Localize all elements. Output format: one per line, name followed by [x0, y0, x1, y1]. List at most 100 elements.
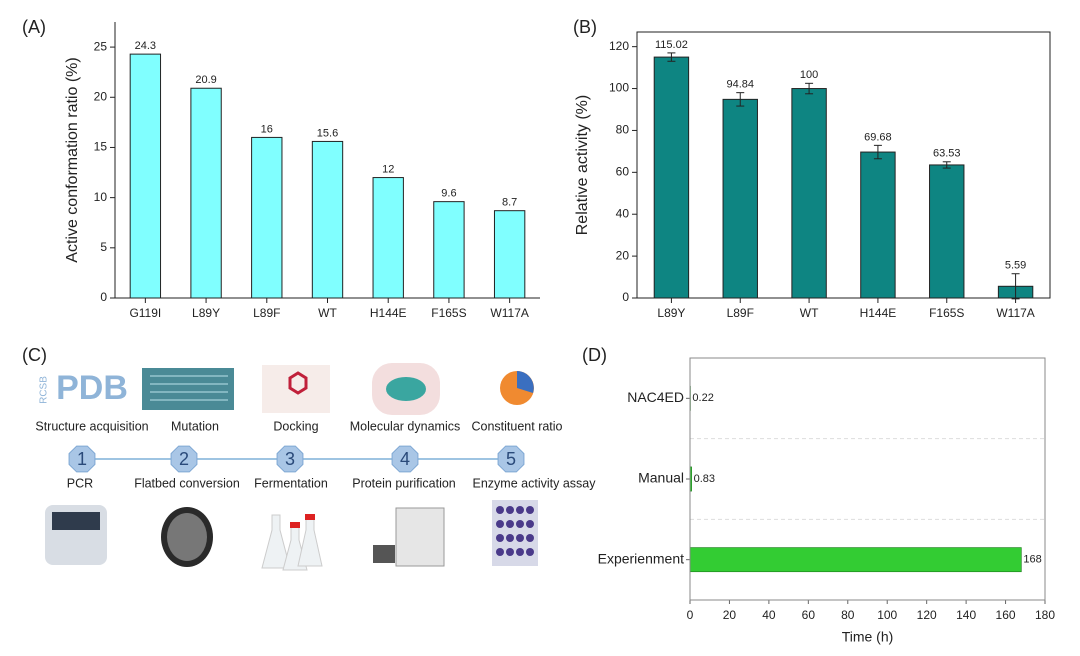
bar [689, 547, 1022, 573]
step-number: 1 [77, 449, 87, 469]
x-tick-label: 180 [1035, 608, 1055, 622]
panel-label: (D) [582, 345, 607, 365]
x-tick-label: 40 [762, 608, 776, 622]
bar [722, 98, 758, 299]
panel-label: (B) [573, 17, 597, 37]
value-label: 5.59 [1005, 260, 1026, 272]
step-number: 5 [506, 449, 516, 469]
y-tick-label: 80 [616, 123, 630, 137]
bar [493, 210, 526, 299]
bar [190, 87, 222, 299]
ratio-icon-slice [517, 371, 534, 393]
sequence-image [142, 368, 234, 410]
bar [860, 151, 896, 299]
step-badge [497, 445, 525, 473]
wells [496, 506, 534, 556]
value-label: 16 [261, 123, 273, 135]
y-tick-label: 25 [94, 39, 108, 53]
y-tick-label: 20 [94, 89, 108, 103]
y-tick-label: 40 [616, 206, 630, 220]
bar [929, 164, 965, 299]
step-label: Docking [273, 419, 318, 433]
y-tick-label: Manual [638, 470, 684, 486]
x-tick-label: L89F [253, 306, 280, 320]
y-tick-label: 20 [616, 248, 630, 262]
value-label: 168 [1023, 554, 1041, 566]
value-label: 0.83 [694, 473, 715, 485]
x-tick-label: W117A [996, 306, 1034, 320]
y-tick-label: 0 [622, 290, 629, 304]
panel-label: (C) [22, 345, 47, 365]
y-tick-label: Experienment [598, 550, 684, 566]
step-number: 4 [400, 449, 410, 469]
step-badge [276, 445, 304, 473]
value-label: 9.6 [441, 188, 456, 200]
x-tick-label: 80 [841, 608, 855, 622]
value-label: 12 [382, 163, 394, 175]
x-tick-label: WT [318, 306, 337, 320]
value-label: 69.68 [864, 131, 892, 143]
y-tick-label: 5 [100, 240, 107, 254]
step-badge [68, 445, 96, 473]
step-badge [391, 445, 419, 473]
y-tick-label: 60 [616, 165, 630, 179]
value-label: 20.9 [195, 74, 216, 86]
x-tick-label: 160 [996, 608, 1016, 622]
value-label: 100 [800, 69, 818, 81]
step-label: Enzyme activity assay [473, 476, 597, 490]
x-axis-label: Time (h) [842, 629, 894, 645]
bar [251, 136, 283, 299]
flask-cap [290, 522, 300, 528]
x-tick-label: 120 [917, 608, 937, 622]
step-label: Constituent ratio [471, 419, 562, 433]
step-badge [170, 445, 198, 473]
x-tick-label: F165S [929, 306, 964, 320]
y-axis-label: Relative activity (%) [574, 95, 591, 235]
plate-inner [167, 513, 207, 561]
workflow-art [45, 363, 538, 571]
bar [129, 53, 162, 299]
x-tick-label: 60 [802, 608, 816, 622]
step-label: Structure acquisition [35, 419, 148, 433]
step-label: Mutation [171, 419, 219, 433]
x-tick-label: H144E [370, 306, 407, 320]
y-tick-label: 0 [100, 290, 107, 304]
y-tick-label: 10 [94, 190, 108, 204]
x-tick-label: 0 [687, 608, 694, 622]
value-label: 8.7 [502, 197, 517, 209]
step-label: Protein purification [352, 476, 456, 490]
md-protein [386, 377, 426, 401]
flask [297, 517, 323, 567]
purifier-image [395, 507, 445, 567]
y-axis-label: Active conformation ratio (%) [64, 57, 81, 262]
x-tick-label: L89Y [192, 306, 220, 320]
step-number: 3 [285, 449, 295, 469]
rcsb-logo: RCSB [39, 376, 50, 404]
plot-frame [689, 357, 1046, 601]
bar [311, 140, 344, 299]
pump [373, 545, 395, 563]
bar [372, 177, 404, 299]
step-label: Molecular dynamics [350, 419, 460, 433]
step-label: Flatbed conversion [134, 476, 240, 490]
x-tick-label: W117A [490, 306, 528, 320]
step-label: PCR [67, 476, 93, 490]
y-tick-label: 120 [609, 39, 629, 53]
x-tick-label: WT [800, 306, 819, 320]
x-tick-label: 100 [877, 608, 897, 622]
plot-frame [636, 31, 1051, 299]
sequence-rows [150, 375, 228, 401]
y-tick-label: 100 [609, 81, 629, 95]
pdb-logo: PDB [56, 369, 128, 407]
bar [653, 56, 690, 299]
x-tick-label: G119I [129, 306, 161, 320]
bar [433, 201, 465, 299]
bar [791, 88, 827, 299]
docking-image [262, 365, 330, 413]
value-label: 94.84 [726, 79, 754, 91]
x-tick-label: 140 [956, 608, 976, 622]
panel-label: (A) [22, 17, 46, 37]
pcr-lid [52, 512, 100, 530]
step-label: Fermentation [254, 476, 328, 490]
